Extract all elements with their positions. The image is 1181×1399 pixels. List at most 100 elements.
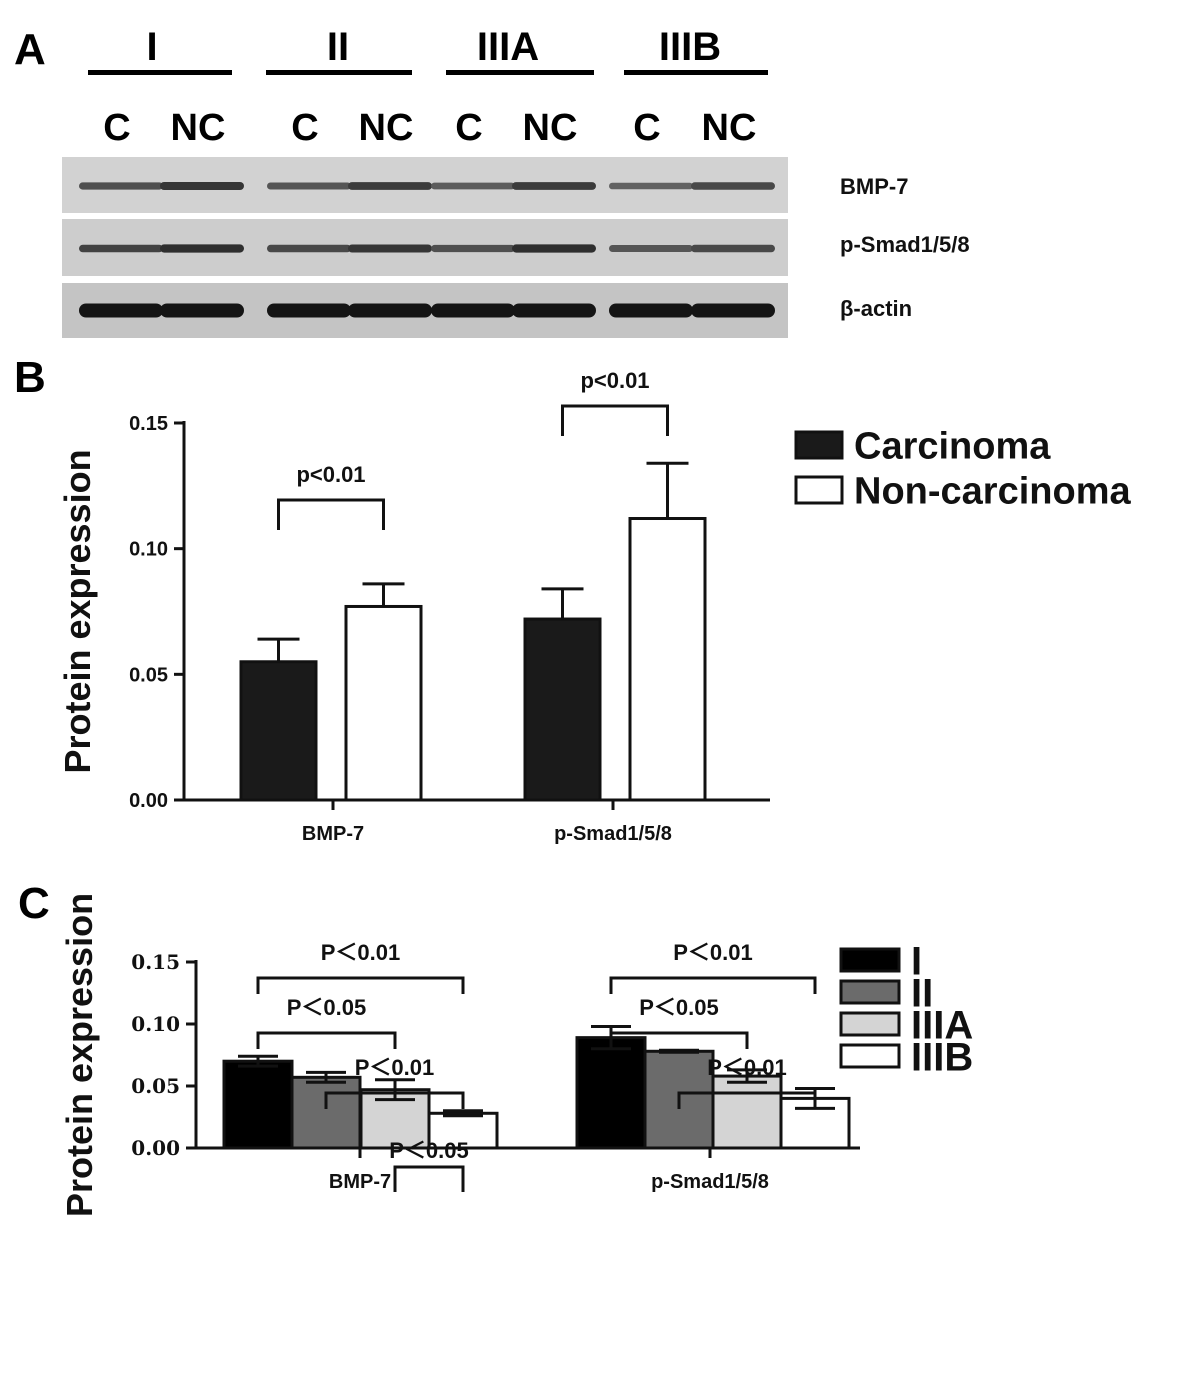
significance-label: P＜0.01 (707, 1055, 787, 1080)
legend-swatch (794, 475, 844, 505)
stage-underline (624, 70, 768, 75)
lane-label: NC (523, 107, 578, 149)
lane-label: C (633, 107, 660, 149)
blot-band (160, 303, 244, 318)
significance-bracket (324, 1091, 465, 1109)
significance-bracket (256, 976, 465, 994)
lane-label: NC (702, 107, 757, 149)
significance-bracket (393, 1165, 465, 1192)
blot-band (691, 303, 775, 318)
blot-band (512, 303, 596, 318)
x-tick-label: BMP-7 (329, 1171, 391, 1193)
legend-swatch (839, 1011, 901, 1037)
x-tick-label: p-Smad1/5/8 (554, 823, 672, 845)
panel-b: B 0.00 0.05 0.10 0.15 Protein expression BMP-… (14, 353, 1131, 845)
bar (239, 660, 318, 802)
y-tick-label: 0.10 (129, 539, 168, 561)
significance-label: P＜0.01 (355, 1055, 435, 1080)
bar (628, 517, 707, 802)
legend-swatch (839, 947, 901, 973)
blot-band (609, 245, 693, 252)
blot-band (512, 244, 596, 253)
blot-band (431, 244, 515, 253)
blot-row-label: β-actin (840, 296, 912, 321)
x-tick-label: p-Smad1/5/8 (651, 1171, 769, 1193)
stage-label: II (327, 25, 349, 69)
lane-label: C (291, 107, 318, 149)
y-tick-label: 0.15 (129, 413, 168, 435)
blot-band (348, 182, 432, 190)
bar (523, 617, 602, 802)
stage-underline (266, 70, 412, 75)
stage-headers: I II IIIA IIIB (88, 25, 768, 75)
y-tick-label: 0.00 (129, 790, 168, 812)
bar (222, 1059, 294, 1150)
lane-label: NC (359, 107, 414, 149)
panel-c-letter: C (18, 879, 50, 928)
blot-band (160, 244, 244, 253)
blot-band (609, 303, 693, 318)
bar (427, 1111, 499, 1150)
y-axis-label: Protein expression (57, 449, 98, 773)
bar (575, 1036, 647, 1150)
blot-band (431, 303, 515, 318)
blot-band (691, 244, 775, 253)
significance-bracket (256, 1031, 397, 1049)
blot-band (79, 182, 163, 190)
blot-band (267, 303, 351, 318)
y-tick-label: 0.10 (131, 1012, 180, 1036)
lane-headers: C NC C NC C NC C NC (103, 107, 756, 149)
significance-bracket (277, 498, 385, 530)
stage-underline (446, 70, 594, 75)
blot-band (79, 303, 163, 318)
stage-label: IIIB (659, 25, 721, 69)
panel-c: C 0.00 0.05 0.10 0.15 Protein expression BMP-… (18, 879, 973, 1217)
blot-band (267, 244, 351, 253)
blot-band (691, 182, 775, 190)
lane-label: C (103, 107, 130, 149)
legend-swatch (839, 1043, 901, 1069)
blot-band (160, 182, 244, 190)
stage-label: IIIA (477, 25, 539, 69)
legend-swatch (839, 979, 901, 1005)
blot-band (609, 182, 693, 190)
y-axis-label: Protein expression (59, 893, 100, 1217)
panel-a-letter: A (14, 25, 46, 74)
legend-label: Non-carcinoma (854, 471, 1131, 513)
significance-bracket (561, 404, 669, 436)
significance-label: P＜0.05 (389, 1138, 469, 1163)
lane-label: C (455, 107, 482, 149)
legend-label: IIIA (911, 1003, 973, 1047)
bar (711, 1074, 783, 1150)
blot-band (267, 182, 351, 190)
significance-label: p<0.01 (580, 368, 649, 393)
significance-bracket (609, 976, 817, 994)
blot-row-label: p-Smad1/5/8 (840, 232, 970, 257)
legend-label: I (911, 939, 922, 983)
legend-label: IIIB (911, 1035, 973, 1079)
stage-underline (88, 70, 232, 75)
bar (344, 604, 423, 802)
blot: BMP-7 p-Smad1/5/8 β-actin (62, 157, 970, 338)
significance-label: P＜0.05 (287, 995, 367, 1020)
chart-c: 0.00 0.05 0.10 0.15 Protein expression BMP-7 p… (59, 893, 973, 1217)
legend-swatch (794, 430, 844, 460)
panel-a: A I II IIIA IIIB C NC C NC C NC C NC BMP-7p-Smad1/… (14, 25, 970, 338)
blot-band (348, 303, 432, 318)
stage-label: I (146, 25, 157, 69)
significance-label: P＜0.01 (673, 940, 753, 965)
blot-row-label: BMP-7 (840, 174, 908, 199)
bar (290, 1075, 362, 1150)
legend-label: Carcinoma (854, 426, 1051, 468)
significance-label: p<0.01 (296, 462, 365, 487)
significance-bracket (677, 1091, 817, 1109)
y-tick-label: 0.05 (131, 1074, 180, 1098)
x-tick-label: BMP-7 (302, 823, 364, 845)
lane-label: NC (171, 107, 226, 149)
significance-label: P＜0.01 (321, 940, 401, 965)
y-tick-label: 0.05 (129, 664, 168, 686)
significance-label: P＜0.05 (639, 995, 719, 1020)
blot-band (431, 182, 515, 190)
significance-bracket (609, 1031, 749, 1049)
